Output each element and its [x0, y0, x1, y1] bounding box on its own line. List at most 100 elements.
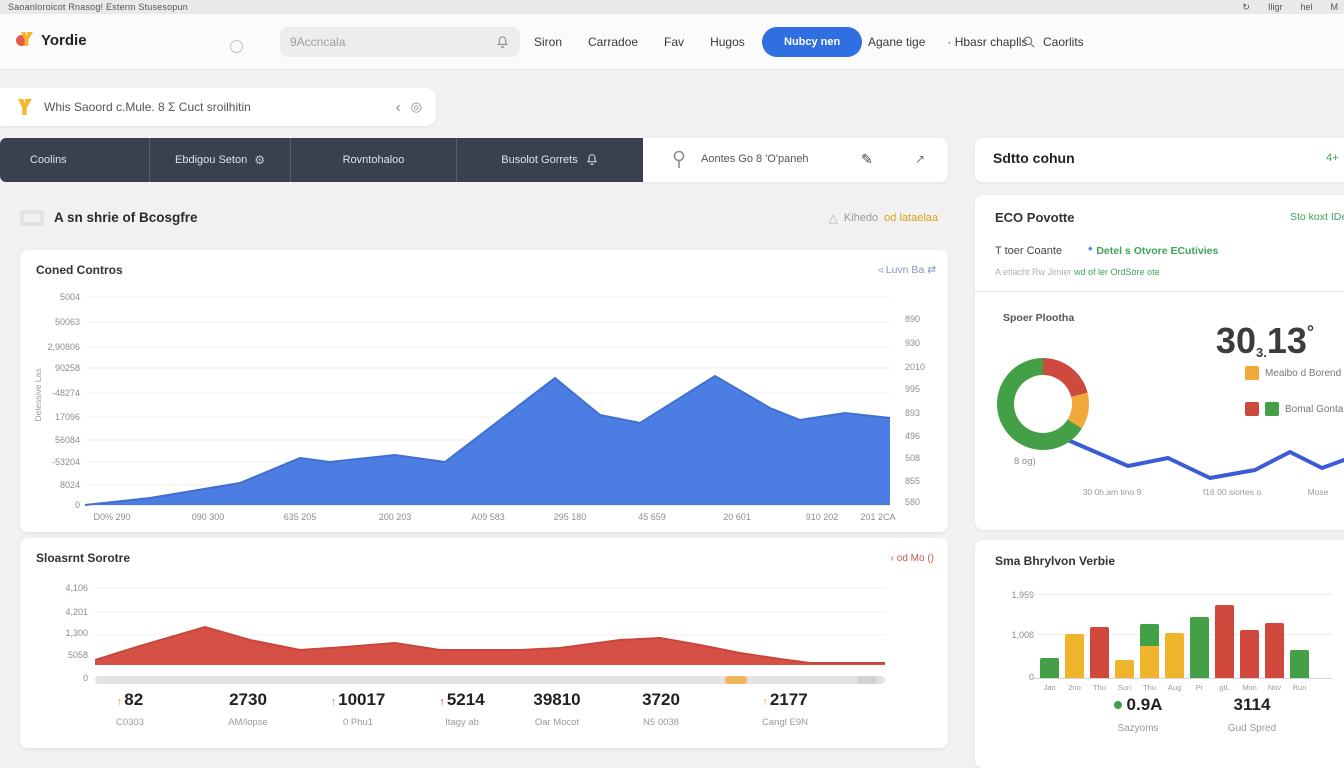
metric-label-1: AM/lopse [228, 717, 268, 728]
sources-chart-toolbar[interactable]: ‹ od Mo () [890, 553, 934, 564]
bars-x-tick-10: Run [1292, 683, 1307, 692]
eco-row-green-link[interactable]: Detel s Otvore ECutivies [1096, 245, 1219, 257]
scrollbar-highlight[interactable] [725, 676, 747, 684]
sources-y-tick-4: 0 [82, 673, 88, 683]
bar-segment-8-0 [1240, 630, 1259, 678]
bars-x-tick-8: Mon [1242, 683, 1257, 692]
header-search-link[interactable]: Caorlits [1022, 14, 1084, 70]
x-tick-8: 910 202 [805, 512, 839, 522]
bars-x-tick-5: Aug [1167, 683, 1182, 692]
metric-3[interactable]: ↑ 5214 Itagy ab [402, 690, 522, 728]
metric-1[interactable]: 2730 AM/lopse [188, 690, 308, 728]
y-tick-right-8: 580 [905, 497, 921, 507]
degree-icon: ° [1306, 322, 1315, 342]
metric-2[interactable]: ↑ 10017 0 Phu1 [298, 690, 418, 728]
bars-chart[interactable] [1040, 598, 1309, 678]
topbar-item-1[interactable]: hel [1300, 2, 1313, 12]
nav-item-0[interactable]: Siron [534, 35, 563, 49]
logo-icon [16, 32, 33, 49]
sources-y-tick-1: 4,201 [65, 607, 88, 617]
breadcrumb[interactable]: Whis Saoord c.Mule. 8 Σ Cuct sroilhitin … [0, 88, 436, 126]
metric-value-2: ↑ 10017 [298, 690, 418, 710]
scrollbar-thumb[interactable] [857, 676, 877, 684]
eco-row-label: T toer Coante [995, 245, 1063, 257]
notification-bell-icon[interactable] [495, 35, 510, 50]
y-tick-left-4: -48274 [51, 388, 80, 398]
status-dot-icon-0 [1113, 701, 1122, 709]
eco-subtext-green-link[interactable]: wd of ler OrdSore ote [1074, 267, 1160, 277]
search-link-label: Caorlits [1043, 35, 1084, 49]
nav-item-3[interactable]: Hugos [710, 35, 745, 49]
tab-0[interactable]: Coolins [0, 138, 150, 182]
bar-7[interactable] [1215, 605, 1234, 678]
visits-chart-toolbar[interactable]: ◃ Luvn Ba ⇄ [877, 264, 936, 276]
tab-1[interactable]: Ebdigou Seton ⚙ [150, 138, 291, 182]
bar-10[interactable] [1290, 650, 1309, 678]
online-x-tick-2: Mose [1307, 487, 1329, 497]
bar-2[interactable] [1090, 627, 1109, 678]
chevron-left-icon[interactable]: ‹ [395, 98, 401, 116]
bars-stat-number-0: 0.9A [1126, 695, 1163, 714]
primary-action-button[interactable]: Nubcy nen [762, 27, 863, 57]
x-tick-2: 635 205 [283, 512, 317, 522]
metric-4[interactable]: 39810 Oar Mocot [497, 690, 617, 728]
tab-2[interactable]: Rovntohaloo [291, 138, 457, 182]
pin-icon [673, 150, 685, 168]
search-input[interactable] [290, 35, 495, 49]
bar-3[interactable] [1115, 660, 1134, 678]
tab-label-1: Ebdigou Seton [175, 154, 248, 166]
bars-stat-label-1: Gud Spred [1227, 723, 1277, 734]
header-search[interactable] [280, 27, 520, 57]
bar-1[interactable] [1065, 634, 1084, 678]
status-circle-icon[interactable] [230, 40, 243, 53]
sources-area-chart[interactable] [95, 585, 885, 667]
bar-6[interactable] [1190, 617, 1209, 678]
metric-6[interactable]: ↑ 2177 Cangl E9N [725, 690, 845, 728]
breadcrumb-text: Whis Saoord c.Mule. 8 Σ Cuct sroilhitin [44, 100, 251, 114]
eco-panel-link[interactable]: Sto koxt IDeel [1290, 211, 1344, 223]
metric-label-0: C0303 [116, 717, 144, 728]
app-header: Yordie SironCarradoeFavHugosroods Nubcy … [0, 14, 1344, 70]
topbar-right: ↻ Iligr hel M [1242, 2, 1338, 13]
refresh-icon[interactable]: ↻ [1242, 2, 1250, 12]
bar-0[interactable] [1040, 658, 1059, 678]
visits-area-chart[interactable] [85, 290, 890, 508]
topbar-item-2[interactable]: M [1330, 2, 1339, 12]
heading-link-yellow[interactable]: od lataelaa [884, 212, 938, 224]
bar-4[interactable] [1140, 624, 1159, 678]
gridline [1032, 594, 1332, 595]
expand-icon[interactable]: ↗ [915, 152, 926, 166]
target-icon[interactable]: ◎ [410, 99, 422, 114]
metric-0[interactable]: ↑ 82 C0303 [70, 690, 190, 728]
nav-item-1[interactable]: Carradoe [588, 35, 639, 49]
chart-scrollbar[interactable] [95, 676, 885, 684]
bar-8[interactable] [1240, 630, 1259, 678]
bar-segment-4-1 [1140, 624, 1159, 646]
sources-y-tick-3: 5058 [67, 650, 88, 660]
bar-5[interactable] [1165, 633, 1184, 678]
bars-x-tick-4: Thu [1143, 683, 1156, 692]
bar-segment-4-0 [1140, 646, 1159, 678]
y-tick-left-8: 8024 [59, 480, 80, 490]
asterisk-icon: * [1088, 245, 1093, 257]
edit-icon[interactable]: ✎ [861, 151, 873, 167]
online-line-chart[interactable] [984, 420, 1344, 500]
metric-arrow-icon-3: ↑ [439, 696, 445, 708]
bar-9[interactable] [1265, 623, 1284, 678]
right-panel-link[interactable]: 4+ [1326, 152, 1339, 164]
bar-segment-0-0 [1040, 658, 1059, 678]
metric-number-4: 39810 [533, 690, 581, 709]
metric-5[interactable]: 3720 N5 0038 [601, 690, 721, 728]
header-link-1[interactable]: · Hbasr chaplls [947, 35, 1028, 49]
traffic-donut-chart[interactable] [997, 358, 1089, 450]
y-tick-right-2: 2010 [905, 362, 926, 372]
logo[interactable]: Yordie [16, 32, 87, 49]
metric-label-5: N5 0038 [643, 717, 679, 728]
segment-address: Aontes Go 8 'O'paneh ✎ ↗ [643, 138, 948, 182]
topbar-item-0[interactable]: Iligr [1267, 2, 1283, 12]
tab-bar: Coolins Ebdigou Seton ⚙ Rovntohaloo Busolot … [0, 138, 643, 182]
heading-link-gray[interactable]: Kihedo [843, 212, 879, 224]
nav-item-2[interactable]: Fav [664, 35, 685, 49]
tab-3[interactable]: Busolot Gorrets [457, 138, 643, 182]
header-link-0[interactable]: Agane tige [868, 35, 926, 49]
